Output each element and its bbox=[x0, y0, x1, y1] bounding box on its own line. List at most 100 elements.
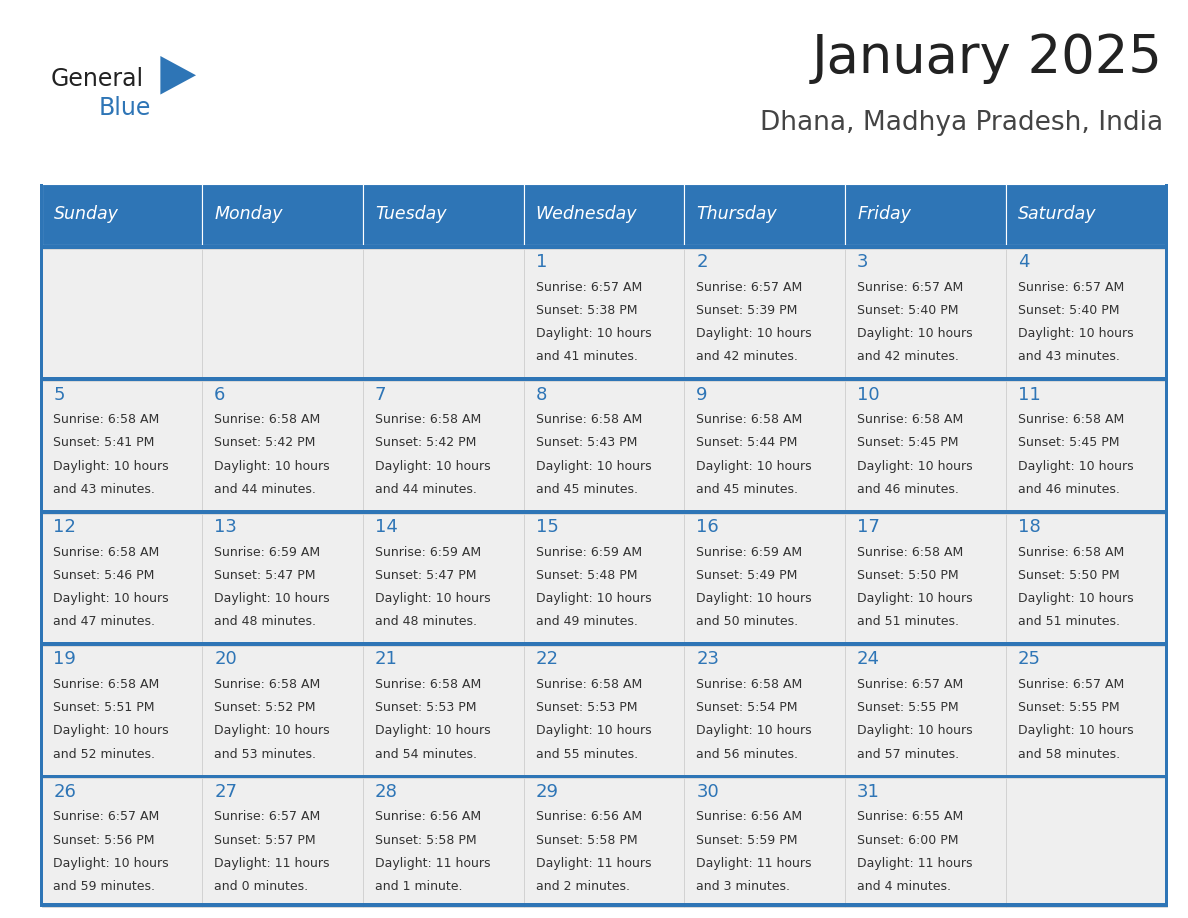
Text: and 41 minutes.: and 41 minutes. bbox=[536, 351, 638, 364]
Text: Sunrise: 6:59 AM: Sunrise: 6:59 AM bbox=[536, 545, 642, 559]
Text: Sunset: 5:58 PM: Sunset: 5:58 PM bbox=[375, 834, 476, 846]
Text: and 0 minutes.: and 0 minutes. bbox=[214, 880, 309, 893]
Text: 23: 23 bbox=[696, 651, 720, 668]
Text: Sunrise: 6:58 AM: Sunrise: 6:58 AM bbox=[536, 678, 642, 691]
Text: Daylight: 10 hours: Daylight: 10 hours bbox=[536, 460, 651, 473]
Text: 31: 31 bbox=[857, 783, 880, 800]
Text: and 1 minute.: and 1 minute. bbox=[375, 880, 462, 893]
Text: and 54 minutes.: and 54 minutes. bbox=[375, 747, 476, 760]
Bar bbox=[42, 184, 202, 245]
Text: Sunset: 5:49 PM: Sunset: 5:49 PM bbox=[696, 569, 797, 582]
Text: Sunrise: 6:58 AM: Sunrise: 6:58 AM bbox=[375, 413, 481, 426]
Text: Daylight: 10 hours: Daylight: 10 hours bbox=[536, 327, 651, 341]
Text: Sunset: 5:50 PM: Sunset: 5:50 PM bbox=[1018, 569, 1119, 582]
Text: Daylight: 10 hours: Daylight: 10 hours bbox=[53, 856, 169, 869]
Bar bbox=[1006, 381, 1167, 509]
Bar bbox=[684, 513, 845, 643]
Bar bbox=[845, 184, 1006, 245]
Bar bbox=[684, 184, 845, 245]
Text: and 48 minutes.: and 48 minutes. bbox=[375, 615, 476, 628]
Text: Sunrise: 6:59 AM: Sunrise: 6:59 AM bbox=[696, 545, 802, 559]
Text: Sunset: 5:39 PM: Sunset: 5:39 PM bbox=[696, 304, 797, 317]
Text: and 43 minutes.: and 43 minutes. bbox=[1018, 351, 1119, 364]
Text: Sunset: 5:57 PM: Sunset: 5:57 PM bbox=[214, 834, 316, 846]
Text: Daylight: 10 hours: Daylight: 10 hours bbox=[536, 592, 651, 605]
Bar bbox=[1006, 249, 1167, 377]
Text: Daylight: 10 hours: Daylight: 10 hours bbox=[1018, 592, 1133, 605]
Bar bbox=[845, 778, 1006, 907]
Text: Sunset: 5:48 PM: Sunset: 5:48 PM bbox=[536, 569, 637, 582]
Text: Daylight: 10 hours: Daylight: 10 hours bbox=[1018, 460, 1133, 473]
Text: 12: 12 bbox=[53, 518, 76, 536]
Text: 10: 10 bbox=[857, 386, 879, 404]
Text: Sunrise: 6:56 AM: Sunrise: 6:56 AM bbox=[375, 811, 481, 823]
Bar bbox=[42, 381, 202, 509]
Text: Sunset: 5:40 PM: Sunset: 5:40 PM bbox=[1018, 304, 1119, 317]
Text: Sunrise: 6:58 AM: Sunrise: 6:58 AM bbox=[53, 413, 159, 426]
Bar bbox=[42, 778, 202, 907]
Text: and 47 minutes.: and 47 minutes. bbox=[53, 615, 156, 628]
Text: Sunrise: 6:57 AM: Sunrise: 6:57 AM bbox=[214, 811, 321, 823]
Bar bbox=[42, 646, 202, 775]
Text: Daylight: 10 hours: Daylight: 10 hours bbox=[53, 460, 169, 473]
Text: Sunrise: 6:57 AM: Sunrise: 6:57 AM bbox=[1018, 678, 1124, 691]
Text: Sunrise: 6:58 AM: Sunrise: 6:58 AM bbox=[857, 413, 963, 426]
Bar bbox=[1006, 184, 1167, 245]
Text: Sunrise: 6:57 AM: Sunrise: 6:57 AM bbox=[536, 281, 642, 294]
Text: Dhana, Madhya Pradesh, India: Dhana, Madhya Pradesh, India bbox=[760, 110, 1163, 136]
Text: 16: 16 bbox=[696, 518, 719, 536]
Text: Sunrise: 6:58 AM: Sunrise: 6:58 AM bbox=[1018, 545, 1124, 559]
Text: and 46 minutes.: and 46 minutes. bbox=[857, 483, 959, 496]
Text: Sunset: 5:42 PM: Sunset: 5:42 PM bbox=[375, 436, 476, 450]
Bar bbox=[42, 903, 1167, 907]
Bar bbox=[845, 249, 1006, 377]
Text: Daylight: 10 hours: Daylight: 10 hours bbox=[1018, 327, 1133, 341]
Text: Sunset: 5:47 PM: Sunset: 5:47 PM bbox=[375, 569, 476, 582]
Text: 18: 18 bbox=[1018, 518, 1041, 536]
Text: Sunset: 5:44 PM: Sunset: 5:44 PM bbox=[696, 436, 797, 450]
Bar bbox=[524, 646, 684, 775]
Text: Sunset: 5:46 PM: Sunset: 5:46 PM bbox=[53, 569, 154, 582]
Text: Sunrise: 6:58 AM: Sunrise: 6:58 AM bbox=[375, 678, 481, 691]
Text: Sunrise: 6:58 AM: Sunrise: 6:58 AM bbox=[214, 413, 321, 426]
Text: and 42 minutes.: and 42 minutes. bbox=[696, 351, 798, 364]
Text: Sunset: 5:56 PM: Sunset: 5:56 PM bbox=[53, 834, 154, 846]
Text: Sunrise: 6:58 AM: Sunrise: 6:58 AM bbox=[696, 413, 803, 426]
Bar bbox=[202, 249, 364, 377]
Text: and 53 minutes.: and 53 minutes. bbox=[214, 747, 316, 760]
Text: Daylight: 10 hours: Daylight: 10 hours bbox=[696, 724, 811, 737]
Text: Sunrise: 6:56 AM: Sunrise: 6:56 AM bbox=[696, 811, 802, 823]
Bar bbox=[364, 381, 524, 509]
Text: Sunset: 5:53 PM: Sunset: 5:53 PM bbox=[375, 701, 476, 714]
Text: 27: 27 bbox=[214, 783, 238, 800]
Text: and 46 minutes.: and 46 minutes. bbox=[1018, 483, 1119, 496]
Text: Sunset: 5:55 PM: Sunset: 5:55 PM bbox=[1018, 701, 1119, 714]
Text: Daylight: 10 hours: Daylight: 10 hours bbox=[53, 724, 169, 737]
Text: Sunset: 5:51 PM: Sunset: 5:51 PM bbox=[53, 701, 154, 714]
Text: Wednesday: Wednesday bbox=[536, 206, 637, 223]
Text: Daylight: 11 hours: Daylight: 11 hours bbox=[375, 856, 491, 869]
Text: Sunday: Sunday bbox=[53, 206, 119, 223]
Text: Sunrise: 6:58 AM: Sunrise: 6:58 AM bbox=[53, 678, 159, 691]
Text: Daylight: 10 hours: Daylight: 10 hours bbox=[375, 724, 491, 737]
Text: Sunrise: 6:59 AM: Sunrise: 6:59 AM bbox=[375, 545, 481, 559]
Text: 4: 4 bbox=[1018, 253, 1029, 272]
Bar bbox=[42, 245, 1167, 249]
Bar bbox=[524, 513, 684, 643]
Text: and 2 minutes.: and 2 minutes. bbox=[536, 880, 630, 893]
Bar bbox=[524, 381, 684, 509]
Bar bbox=[42, 377, 1167, 381]
Text: Sunset: 5:40 PM: Sunset: 5:40 PM bbox=[857, 304, 959, 317]
Text: and 45 minutes.: and 45 minutes. bbox=[696, 483, 798, 496]
Text: Daylight: 10 hours: Daylight: 10 hours bbox=[536, 724, 651, 737]
Text: 26: 26 bbox=[53, 783, 76, 800]
Text: Sunrise: 6:58 AM: Sunrise: 6:58 AM bbox=[536, 413, 642, 426]
Bar bbox=[40, 184, 43, 907]
Text: Sunrise: 6:58 AM: Sunrise: 6:58 AM bbox=[857, 545, 963, 559]
Text: 28: 28 bbox=[375, 783, 398, 800]
Text: Daylight: 10 hours: Daylight: 10 hours bbox=[375, 592, 491, 605]
Text: Blue: Blue bbox=[99, 96, 151, 120]
Text: 30: 30 bbox=[696, 783, 719, 800]
Polygon shape bbox=[160, 56, 196, 95]
Text: Daylight: 11 hours: Daylight: 11 hours bbox=[536, 856, 651, 869]
